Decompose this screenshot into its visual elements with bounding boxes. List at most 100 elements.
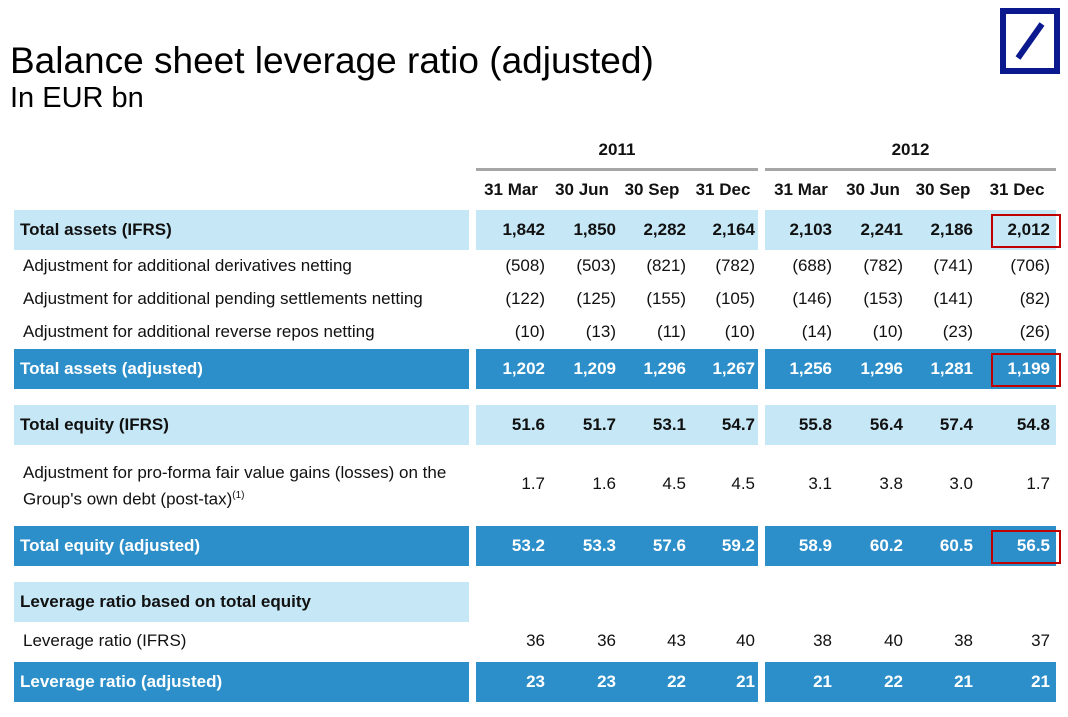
row-band: [14, 210, 469, 250]
page-title: Balance sheet leverage ratio (adjusted): [10, 40, 654, 81]
table-cell: (146): [792, 289, 832, 308]
table-cell: 21: [954, 672, 973, 691]
row-label: Adjustment for additional derivatives ne…: [23, 256, 352, 275]
table-cell: 36: [597, 631, 616, 650]
table-cell: (11): [657, 322, 686, 341]
table-cell: 23: [597, 672, 616, 691]
table-cell: 53.3: [582, 536, 616, 555]
row-band: [765, 526, 1056, 566]
row-band: [476, 405, 758, 445]
table-cell: 54.8: [1016, 415, 1050, 434]
row-label: Leverage ratio based on total equity: [20, 592, 311, 611]
row-label: Total equity (adjusted): [20, 536, 201, 555]
year-2012-rule: [765, 168, 1056, 171]
column-header: 31 Dec: [989, 180, 1045, 199]
row-band: [476, 526, 758, 566]
table-cell: 3.0: [949, 474, 973, 493]
table-cell: 56.5: [1016, 536, 1050, 555]
table-cell: (125): [576, 289, 616, 308]
table-cell: (508): [505, 256, 545, 275]
table-cell: 21: [736, 672, 755, 691]
table-cell: (821): [646, 256, 686, 275]
table-cell: 1,209: [573, 359, 616, 378]
table-cell: 1,202: [502, 359, 545, 378]
table-cell: 58.9: [798, 536, 832, 555]
table-cell: 51.6: [511, 415, 545, 434]
table-cell: 2,012: [1007, 220, 1050, 239]
table-cell: 38: [954, 631, 973, 650]
table-cell: 1.6: [592, 474, 616, 493]
table-cell: 36: [526, 631, 545, 650]
row-label: Total equity (IFRS): [20, 415, 169, 434]
year-2012-header: 2012: [891, 140, 930, 159]
table-cell: 1,199: [1007, 359, 1050, 378]
table-cell: 59.2: [721, 536, 755, 555]
highlight-box: [991, 530, 1061, 564]
row-label: Adjustment for additional reverse repos …: [23, 322, 375, 341]
table-cell: 51.7: [582, 415, 616, 434]
table-cell: 1.7: [1026, 474, 1050, 493]
table-cell: (13): [585, 322, 616, 341]
highlight-box: [991, 353, 1061, 387]
table-cell: (153): [863, 289, 903, 308]
table-cell: (141): [933, 289, 973, 308]
table-cell: 53.1: [652, 415, 686, 434]
table-cell: 38: [813, 631, 832, 650]
table-cell: (105): [715, 289, 755, 308]
table-cell: 3.1: [808, 474, 832, 493]
column-header: 31 Dec: [695, 180, 751, 199]
row-band: [14, 349, 469, 389]
table-cell: 60.2: [869, 536, 903, 555]
row-band: [765, 405, 1056, 445]
table-cell: 60.5: [939, 536, 973, 555]
table-cell: 2,164: [712, 220, 755, 239]
column-header: 31 Mar: [774, 180, 828, 199]
table-cell: (503): [576, 256, 616, 275]
table-cell: 2,186: [930, 220, 973, 239]
row-band: [765, 662, 1056, 702]
table-cell: 37: [1031, 631, 1050, 650]
table-cell: 40: [884, 631, 903, 650]
table-cell: 1,842: [502, 220, 545, 239]
table-cell: (26): [1019, 322, 1050, 341]
table-cell: 1,281: [930, 359, 973, 378]
table-cell: 57.6: [652, 536, 686, 555]
page-subtitle: In EUR bn: [10, 82, 144, 114]
table-cell: (23): [942, 322, 973, 341]
table-cell: 40: [736, 631, 755, 650]
table-cell: 22: [884, 672, 903, 691]
table-cell: 4.5: [662, 474, 686, 493]
row-label: Leverage ratio (adjusted): [20, 672, 223, 691]
table-cell: (10): [724, 322, 755, 341]
table-cell: 4.5: [731, 474, 755, 493]
row-band: [14, 582, 469, 622]
table-cell: 1,850: [573, 220, 616, 239]
table-cell: 2,241: [860, 220, 903, 239]
row-label: Total assets (IFRS): [20, 220, 172, 239]
table-cell: (155): [646, 289, 686, 308]
table-cell: 53.2: [511, 536, 545, 555]
logo-slash-icon: [1015, 22, 1045, 60]
table-cell: 21: [1031, 672, 1050, 691]
table-cell: 43: [667, 631, 686, 650]
table-cell: 2,282: [643, 220, 686, 239]
table-cell: 1,256: [789, 359, 832, 378]
row-band: [765, 210, 1056, 250]
table-cell: 1,267: [712, 359, 755, 378]
row-band: [476, 349, 758, 389]
column-header: 30 Jun: [846, 180, 900, 199]
table-cell: 21: [813, 672, 832, 691]
table-cell: (10): [514, 322, 545, 341]
row-label: Leverage ratio (IFRS): [23, 631, 187, 650]
footnote-marker: (1): [232, 490, 245, 501]
table-cell: (14): [801, 322, 832, 341]
row-label: Total assets (adjusted): [20, 359, 203, 378]
column-header: 30 Sep: [915, 180, 971, 199]
row-band: [14, 526, 469, 566]
table-cell: 3.8: [879, 474, 903, 493]
table-cell: 1,296: [860, 359, 903, 378]
year-2011-header: 2011: [598, 140, 636, 159]
table-cell: (688): [792, 256, 832, 275]
table-cell: (782): [715, 256, 755, 275]
year-2011-rule: [476, 168, 758, 171]
